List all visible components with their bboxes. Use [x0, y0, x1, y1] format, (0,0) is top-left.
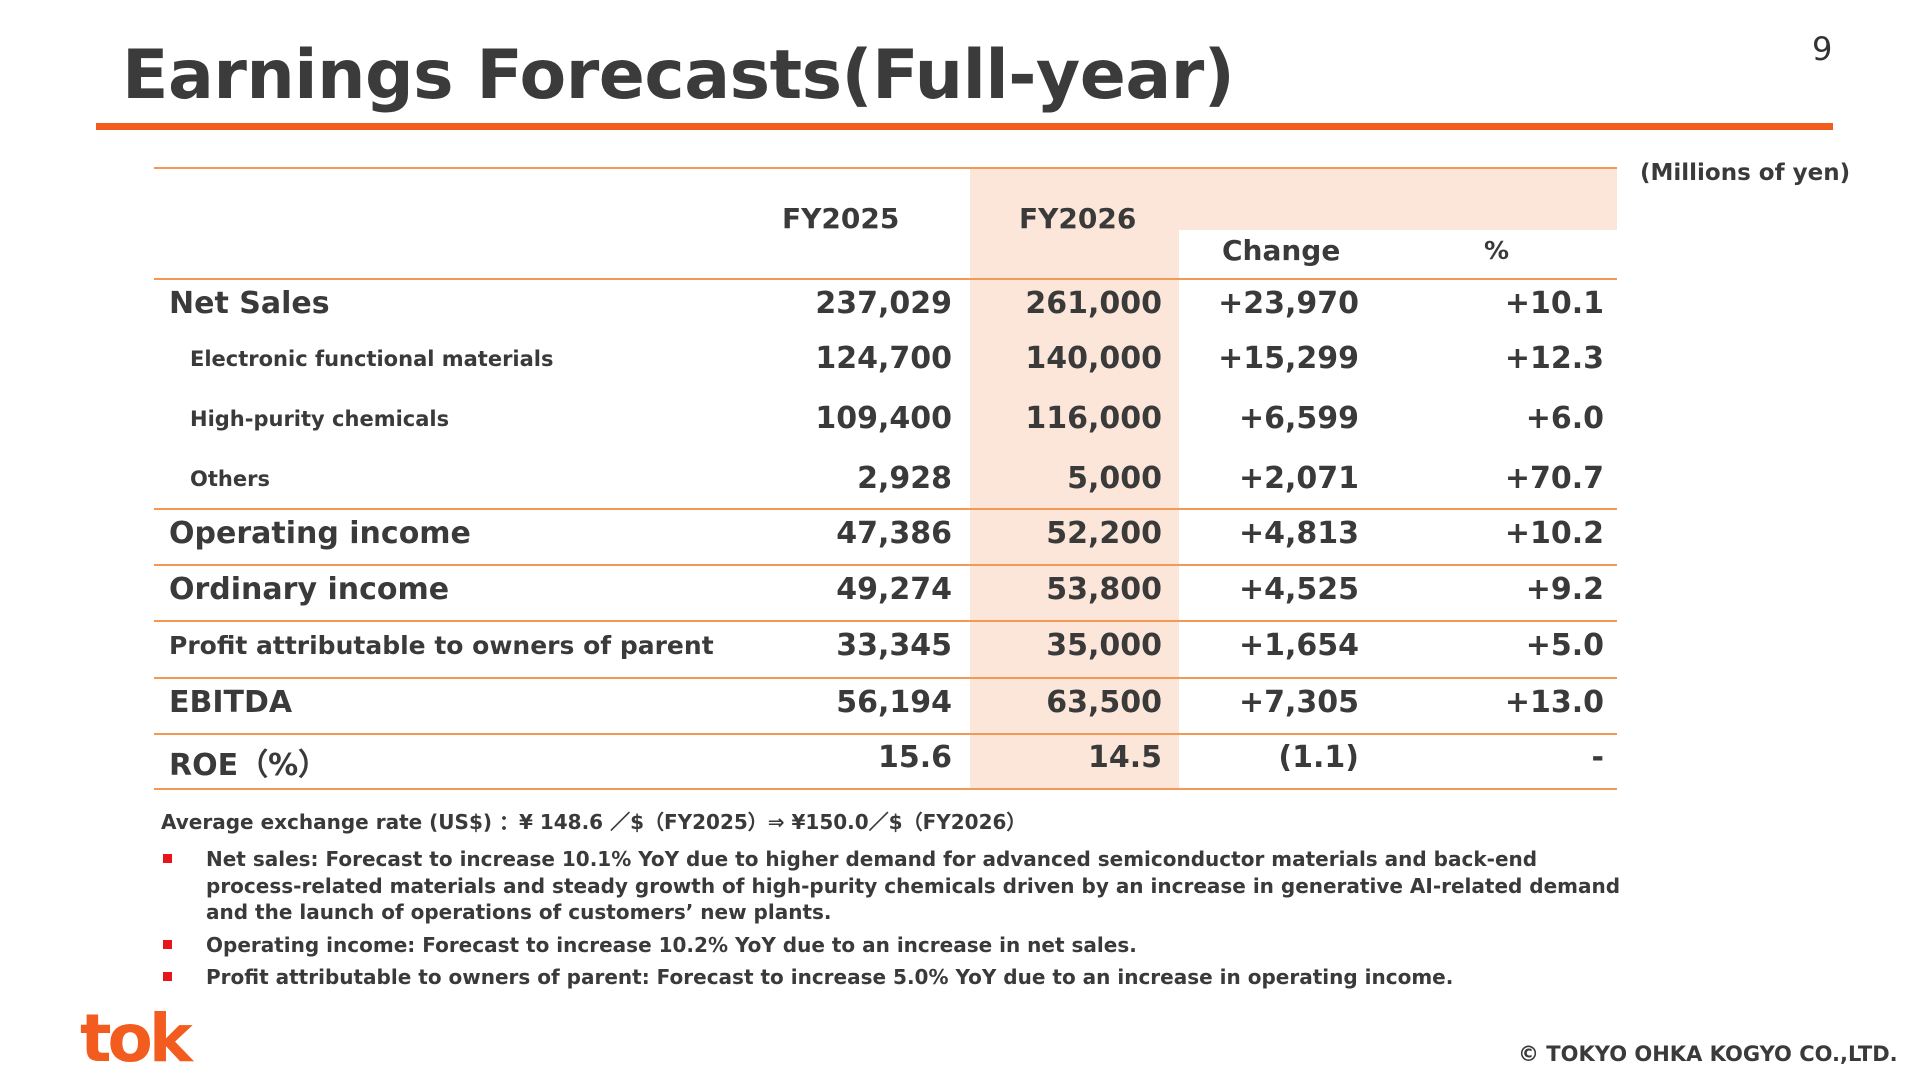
square-bullet-icon [163, 939, 172, 949]
table-rule [154, 733, 1617, 735]
value-fy2026: 116,000 [1025, 401, 1162, 436]
value-percent: +70.7 [1504, 461, 1604, 496]
bullet-text: Profit attributable to owners of parent:… [206, 965, 1454, 989]
value-change: +15,299 [1218, 341, 1359, 376]
bullet-text: Operating income: Forecast to increase 1… [206, 932, 1137, 957]
value-fy2026: 14.5 [1087, 740, 1162, 775]
table-top-rule [154, 167, 1617, 169]
value-fy2025: 33,345 [836, 628, 952, 663]
value-percent: - [1591, 740, 1604, 775]
value-change: +2,071 [1238, 461, 1359, 496]
row-label: Electronic functional materials [190, 347, 554, 371]
copyright: © TOKYO OHKA KOGYO CO.,LTD. [1518, 1042, 1898, 1066]
value-percent: +13.0 [1504, 685, 1604, 720]
square-bullet-icon [163, 972, 172, 981]
value-percent: +9.2 [1525, 572, 1604, 607]
bullet-text: Net sales: Forecast to increase 10.1% Yo… [206, 847, 1621, 924]
value-fy2026: 53,800 [1046, 572, 1162, 607]
table-header-rule [154, 278, 1617, 280]
row-label: High-purity chemicals [190, 407, 450, 431]
units-note: (Millions of yen) [1640, 160, 1851, 186]
header-fy2026: FY2026 [1019, 202, 1137, 235]
value-change: +23,970 [1218, 286, 1359, 321]
fy2026-column-highlight [970, 167, 1179, 788]
value-change: +6,599 [1238, 401, 1359, 436]
value-fy2025: 237,029 [815, 286, 952, 321]
header-change: Change [1222, 234, 1341, 267]
header-percent: % [1484, 236, 1510, 265]
value-fy2025: 124,700 [815, 341, 952, 376]
value-fy2025: 56,194 [836, 685, 952, 720]
value-fy2026: 140,000 [1025, 341, 1162, 376]
bullet-item: Net sales: Forecast to increase 10.1% Yo… [161, 846, 1621, 926]
change-header-highlight [1179, 167, 1617, 230]
slide-title: Earnings Forecasts(Full-year) [122, 36, 1235, 115]
value-percent: +6.0 [1525, 401, 1604, 436]
value-percent: +12.3 [1504, 341, 1604, 376]
value-fy2026: 63,500 [1046, 685, 1162, 720]
value-fy2025: 15.6 [877, 740, 952, 775]
value-fy2026: 52,200 [1046, 516, 1162, 551]
square-bullet-icon [163, 854, 172, 863]
table-rule [154, 508, 1617, 510]
bullet-item: Profit attributable to owners of parent:… [161, 964, 1621, 991]
row-label: EBITDA [169, 685, 293, 720]
value-fy2026: 35,000 [1046, 628, 1162, 663]
value-fy2025: 49,274 [836, 572, 952, 607]
row-label: Ordinary income [169, 572, 450, 607]
tok-logo: tok [80, 1000, 193, 1077]
row-label: Others [190, 467, 270, 491]
value-percent: +5.0 [1525, 628, 1604, 663]
value-change: +7,305 [1238, 685, 1359, 720]
value-fy2026: 5,000 [1067, 461, 1162, 496]
table-bottom-rule [154, 788, 1617, 790]
bullet-item: Operating income: Forecast to increase 1… [161, 932, 1621, 959]
row-label: Profit attributable to owners of parent [169, 631, 714, 660]
value-change: +1,654 [1238, 628, 1359, 663]
page-number: 9 [1812, 30, 1833, 68]
value-fy2025: 47,386 [836, 516, 952, 551]
row-label: Net Sales [169, 286, 330, 321]
commentary-bullets: Net sales: Forecast to increase 10.1% Yo… [161, 846, 1621, 997]
value-change: (1.1) [1278, 740, 1359, 775]
value-fy2025: 109,400 [815, 401, 952, 436]
exchange-rate-note: Average exchange rate (US$) ：¥ 148.6 ／$（… [161, 810, 1027, 834]
value-percent: +10.2 [1504, 516, 1604, 551]
header-fy2025: FY2025 [782, 202, 900, 235]
title-underline [96, 123, 1833, 130]
table-rule [154, 620, 1617, 622]
value-fy2026: 261,000 [1025, 286, 1162, 321]
value-percent: +10.1 [1504, 286, 1604, 321]
value-change: +4,813 [1238, 516, 1359, 551]
row-label: ROE（%） [169, 748, 329, 783]
value-change: +4,525 [1238, 572, 1359, 607]
table-rule [154, 564, 1617, 566]
value-fy2025: 2,928 [857, 461, 952, 496]
table-rule [154, 677, 1617, 679]
row-label: Operating income [169, 516, 471, 551]
